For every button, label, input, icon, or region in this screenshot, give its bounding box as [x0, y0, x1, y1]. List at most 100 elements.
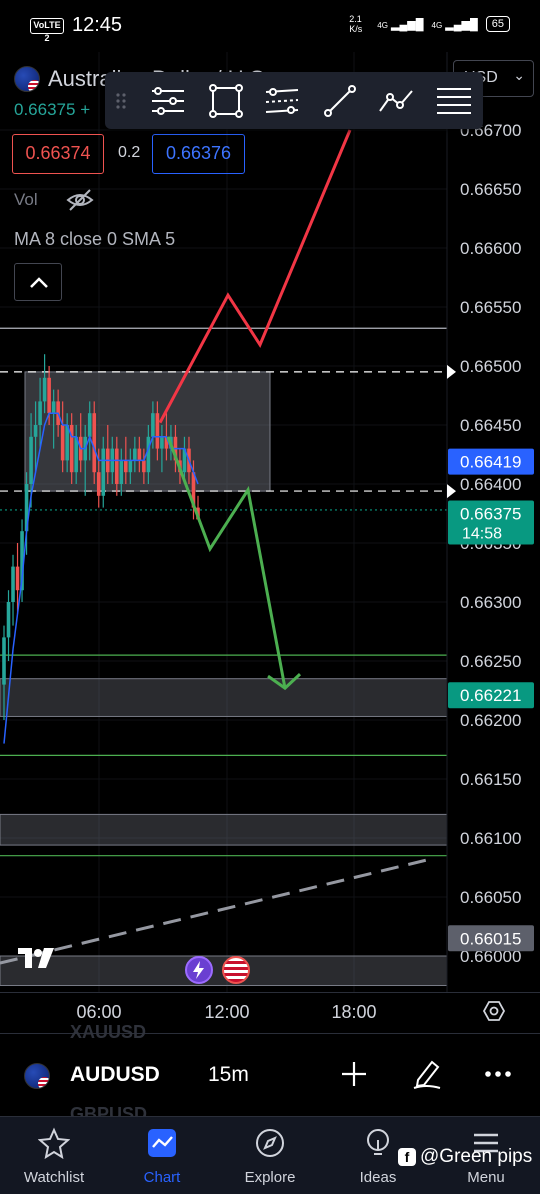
- candle-body: [114, 448, 119, 484]
- countdown-label: 14:58: [462, 526, 502, 543]
- candle-body: [15, 566, 20, 591]
- candle-body: [29, 436, 33, 484]
- ma-indicator-label[interactable]: MA 8 close 0 SMA 5: [14, 229, 176, 249]
- price-tick-label: 0.66650: [460, 180, 521, 199]
- candle-body: [146, 436, 151, 473]
- candle-body: [164, 436, 169, 449]
- chart-settings-icon[interactable]: [482, 999, 506, 1023]
- candle-body: [119, 460, 124, 484]
- candle-body: [65, 425, 69, 461]
- bolt-icon: [193, 961, 204, 979]
- nav-menu-label: Menu: [467, 1169, 505, 1186]
- bottom-nav: Watchlist Chart Explore Ideas Menu: [0, 1116, 540, 1194]
- price-label-bg: [448, 682, 534, 709]
- nav-explore[interactable]: Explore: [216, 1117, 324, 1194]
- candle-body: [24, 484, 29, 532]
- candle-body: [74, 436, 78, 473]
- watermark-text: @Green pips: [420, 1146, 533, 1167]
- signal-2-icon: 4G ▂▄▆█: [431, 18, 478, 31]
- axis-marker-icon: [447, 364, 456, 379]
- clock: 12:45: [72, 14, 123, 36]
- rectangle-icon[interactable]: [207, 82, 245, 120]
- candle-body: [42, 377, 47, 402]
- arrow-head: [267, 673, 302, 691]
- bearish-projection-path: [166, 436, 287, 689]
- chart-canvas[interactable]: 0.667000.666500.666000.665500.665000.664…: [0, 52, 540, 992]
- price-tick-label: 0.66050: [460, 888, 521, 907]
- interval-button[interactable]: 15m: [208, 1063, 249, 1086]
- nav-menu[interactable]: Menu: [432, 1117, 540, 1194]
- nav-chart-label: Chart: [143, 1169, 181, 1186]
- chevron-down-icon: ⌄: [513, 67, 525, 83]
- sig2-label: 4G: [431, 20, 443, 30]
- nav-watchlist[interactable]: Watchlist: [0, 1117, 108, 1194]
- symbol-name-button[interactable]: AUDUSD: [70, 1063, 160, 1086]
- path-icon[interactable]: [377, 82, 415, 120]
- price-tick-label: 0.66550: [460, 298, 521, 317]
- candle-body: [11, 566, 15, 602]
- candle-body: [2, 637, 6, 685]
- price-label-bg: [448, 500, 534, 545]
- candle-body: [155, 413, 160, 449]
- add-icon[interactable]: [338, 1058, 370, 1090]
- candle-body: [128, 460, 133, 473]
- axis-marker-icon: [447, 484, 456, 499]
- candle-body: [133, 448, 137, 461]
- candle-body: [33, 425, 38, 437]
- candle-body: [92, 413, 97, 473]
- chart-area[interactable]: 0.66700 0.66650 0.66600 0.66550 0.66500 0.664…: [0, 52, 540, 992]
- sell-button[interactable]: 0.66374: [12, 134, 104, 174]
- candle-body: [20, 531, 24, 591]
- lightning-event-icon[interactable]: [185, 956, 213, 984]
- nav-chart[interactable]: Chart: [108, 1117, 216, 1194]
- buy-button[interactable]: 0.66376: [152, 134, 245, 174]
- price-label: 0.66015: [460, 929, 521, 948]
- net-speed: 2.1 K/s: [349, 14, 363, 34]
- candle-body: [101, 448, 106, 496]
- fib-levels-icon[interactable]: [435, 82, 473, 120]
- candle-body: [124, 460, 128, 473]
- candle-body: [137, 448, 142, 461]
- price-tick-label: 0.66400: [460, 475, 521, 494]
- nav-ideas[interactable]: Ideas: [324, 1117, 432, 1194]
- parallel-channel-icon[interactable]: [263, 82, 301, 120]
- eye-hidden-icon[interactable]: [66, 188, 94, 212]
- candle-body: [6, 602, 11, 638]
- nav-explore-label: Explore: [244, 1169, 296, 1186]
- chevron-up-icon: [30, 277, 48, 288]
- volte-indicator: VoLTE 2: [30, 18, 64, 43]
- drawing-pen-icon[interactable]: [410, 1056, 444, 1090]
- candle-body: [182, 448, 187, 473]
- candle-body: [47, 377, 51, 414]
- candle-body: [87, 413, 92, 437]
- hamburger-menu-icon: [474, 1133, 498, 1153]
- time-tick-0600: 06:00: [76, 1002, 122, 1022]
- time-tick-1800: 18:00: [331, 1002, 377, 1022]
- price-label: 0.66375: [460, 505, 521, 524]
- more-options-icon[interactable]: [482, 1058, 514, 1090]
- chart-icon: [148, 1129, 176, 1157]
- nav-watchlist-label: Watchlist: [23, 1169, 85, 1186]
- spread-value: 0.2: [118, 144, 141, 161]
- candle-body: [60, 425, 65, 461]
- drag-handle-icon[interactable]: [111, 82, 131, 120]
- collapse-legend-button[interactable]: [14, 263, 62, 301]
- volume-label: Vol: [14, 190, 38, 209]
- candle-body: [69, 425, 74, 473]
- price-label: 0.66419: [460, 453, 521, 472]
- price-tick-label: 0.66500: [460, 357, 521, 376]
- last-price-value: 0.66375: [14, 100, 76, 119]
- drawing-toolbar: [105, 72, 483, 129]
- candle-body: [38, 401, 42, 425]
- facebook-icon: f: [398, 1148, 416, 1166]
- signal-1-icon: 4G ▂▄▆█: [377, 18, 424, 31]
- status-bar: VoLTE 2 12:45 2.1 K/s 4G ▂▄▆█ 4G ▂▄▆█ 65: [0, 0, 540, 52]
- time-axis[interactable]: 06:00 12:00 18:00: [0, 992, 540, 1032]
- horizontal-levels-icon[interactable]: [149, 82, 187, 120]
- us-flag-event-icon[interactable]: [222, 956, 250, 984]
- trend-line-icon[interactable]: [321, 82, 359, 120]
- candle-body: [151, 413, 155, 437]
- tradingview-logo: [18, 948, 54, 968]
- ghost-symbol-above: XAUUSD: [70, 1022, 147, 1042]
